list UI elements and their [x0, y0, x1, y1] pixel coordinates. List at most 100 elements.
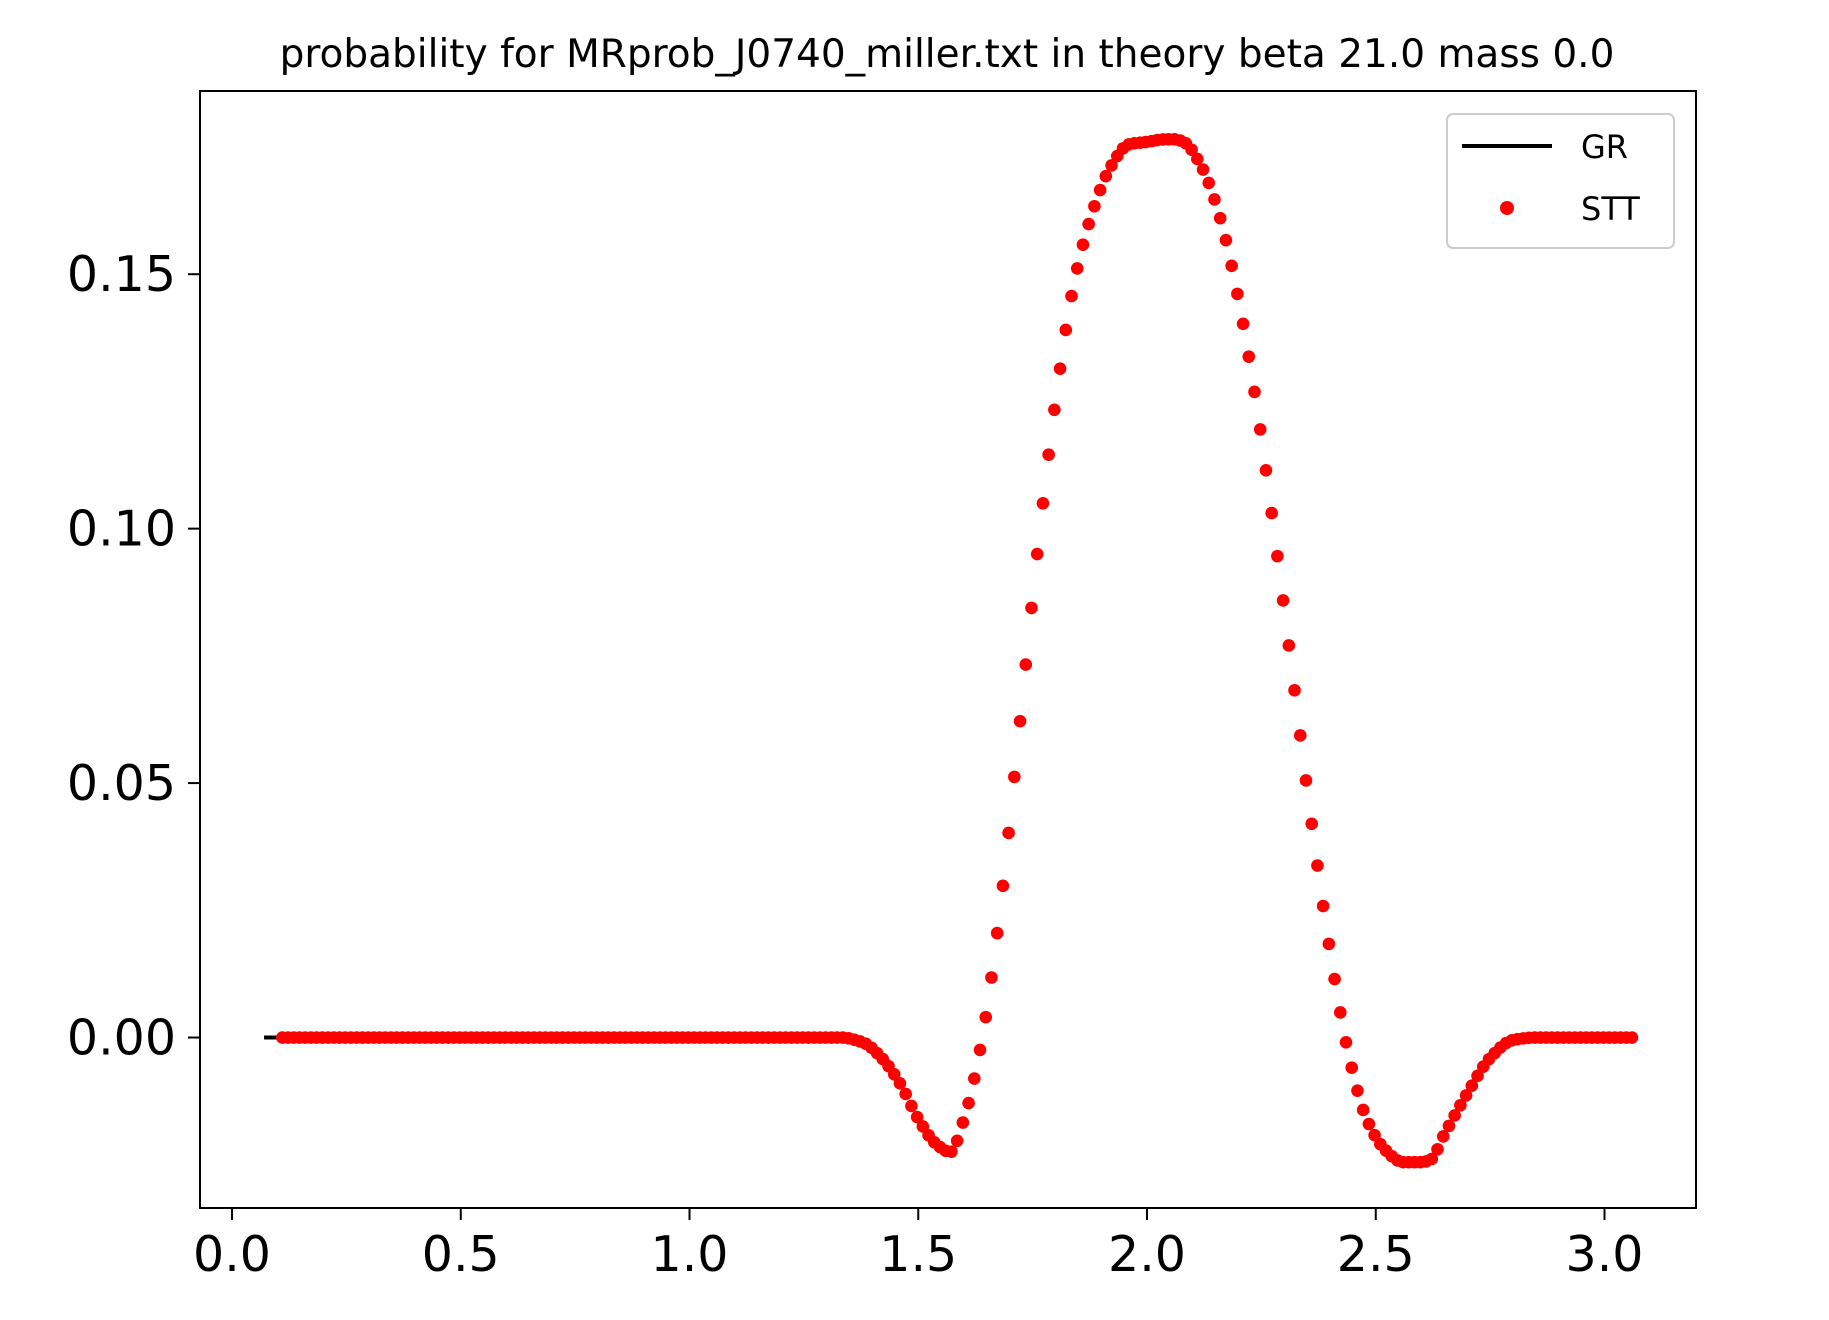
stt-point [1048, 403, 1061, 417]
stt-point [1185, 143, 1198, 156]
x-tick-label: 1.5 [879, 1226, 957, 1283]
stt-point [1248, 385, 1261, 399]
y-tick-label: 0.15 [67, 246, 176, 303]
x-tick-label: 0.0 [193, 1226, 271, 1283]
stt-point [962, 1096, 975, 1110]
stt-point [1099, 169, 1113, 183]
stt-point [1236, 317, 1250, 331]
stt-point [1448, 1109, 1461, 1122]
stt-point [910, 1110, 924, 1124]
stt-point [1465, 1079, 1479, 1092]
stt-point [1339, 1035, 1353, 1049]
stt-point [945, 1145, 958, 1158]
stt-point [1425, 1152, 1439, 1166]
stt-point [1088, 199, 1101, 213]
stt-point [1082, 217, 1095, 231]
x-tick-label: 2.0 [1108, 1226, 1186, 1283]
stt-point [1282, 639, 1296, 652]
stt-point [1368, 1128, 1381, 1142]
stt-point [1191, 152, 1204, 166]
stt-point [887, 1068, 901, 1081]
stt-point [1293, 729, 1307, 742]
stt-point [1070, 262, 1084, 275]
stt-point [1030, 547, 1044, 561]
stt-point [1311, 859, 1324, 872]
stt-point [1288, 683, 1301, 697]
stt-point [1242, 350, 1256, 363]
stt-point [1322, 937, 1336, 951]
stt-point [979, 1010, 993, 1024]
series-stt-points [276, 133, 1639, 1169]
stt-point [1276, 594, 1290, 607]
stt-point [1436, 1130, 1450, 1143]
stt-point [1036, 496, 1050, 510]
x-tick-label: 1.0 [651, 1226, 729, 1283]
stt-point [950, 1134, 964, 1148]
stt-point [956, 1116, 970, 1129]
stt-point [1231, 287, 1244, 301]
stt-point [893, 1077, 907, 1090]
stt-point [1225, 259, 1238, 273]
legend-stt-swatch [1500, 201, 1514, 215]
stt-point [1442, 1119, 1456, 1133]
stt-point [1202, 176, 1216, 190]
legend-frame [1446, 113, 1675, 249]
legend-stt-label: STT [1581, 190, 1640, 228]
stt-point [1454, 1098, 1467, 1112]
y-axis: 0.00 0.05 0.10 0.15 [67, 246, 200, 1067]
y-tick-label: 0.10 [67, 501, 176, 558]
stt-point [1334, 1006, 1347, 1019]
axes-frame [199, 90, 1697, 1209]
stt-point [1196, 163, 1210, 176]
stt-point [968, 1072, 981, 1085]
y-tick-label: 0.00 [67, 1010, 176, 1067]
legend: GR STT [1446, 113, 1675, 249]
stt-point [1208, 193, 1221, 206]
stt-point [1008, 770, 1021, 784]
stt-point [1219, 233, 1233, 247]
stt-point [1025, 601, 1038, 615]
stt-point [973, 1043, 987, 1057]
stt-point [1019, 658, 1033, 671]
chart-title: probability for MRprob_J0740_miller.txt … [280, 32, 1615, 77]
x-tick-label: 0.5 [422, 1226, 500, 1283]
x-axis: 0.0 0.5 1.0 1.5 2.0 2.5 3.0 [193, 1208, 1643, 1283]
stt-point [1093, 183, 1107, 197]
stt-point [1362, 1117, 1376, 1131]
stt-point [1471, 1069, 1484, 1083]
stt-point [1105, 159, 1118, 172]
stt-point [1065, 289, 1078, 303]
stt-point [1356, 1103, 1370, 1117]
stt-point [1459, 1089, 1473, 1102]
x-tick-label: 2.5 [1337, 1226, 1415, 1283]
plot-area [264, 133, 1639, 1169]
stt-point [1271, 549, 1284, 563]
stt-point [1002, 826, 1015, 840]
stt-point [905, 1099, 918, 1113]
stt-point [1316, 899, 1330, 913]
stt-point [1042, 448, 1055, 461]
stt-point [1059, 323, 1073, 337]
stt-point [1253, 423, 1267, 436]
stt-point [1625, 1031, 1639, 1044]
stt-point [899, 1087, 912, 1101]
stt-point [1431, 1142, 1444, 1156]
stt-point [1053, 362, 1067, 375]
stt-point [1345, 1061, 1359, 1074]
stt-point [1299, 774, 1313, 787]
stt-point [990, 926, 1004, 940]
stt-point [1259, 463, 1273, 477]
x-tick-label: 3.0 [1566, 1226, 1644, 1283]
stt-point [1265, 506, 1278, 520]
stt-point [1076, 238, 1090, 251]
stt-point [1328, 972, 1341, 986]
stt-point [985, 971, 998, 984]
stt-point [1305, 817, 1319, 831]
stt-point [1351, 1084, 1364, 1097]
stt-point [1013, 714, 1027, 728]
y-tick-label: 0.05 [67, 755, 176, 812]
legend-gr-label: GR [1581, 128, 1628, 166]
stt-point [1213, 211, 1227, 225]
stt-point [996, 879, 1010, 893]
